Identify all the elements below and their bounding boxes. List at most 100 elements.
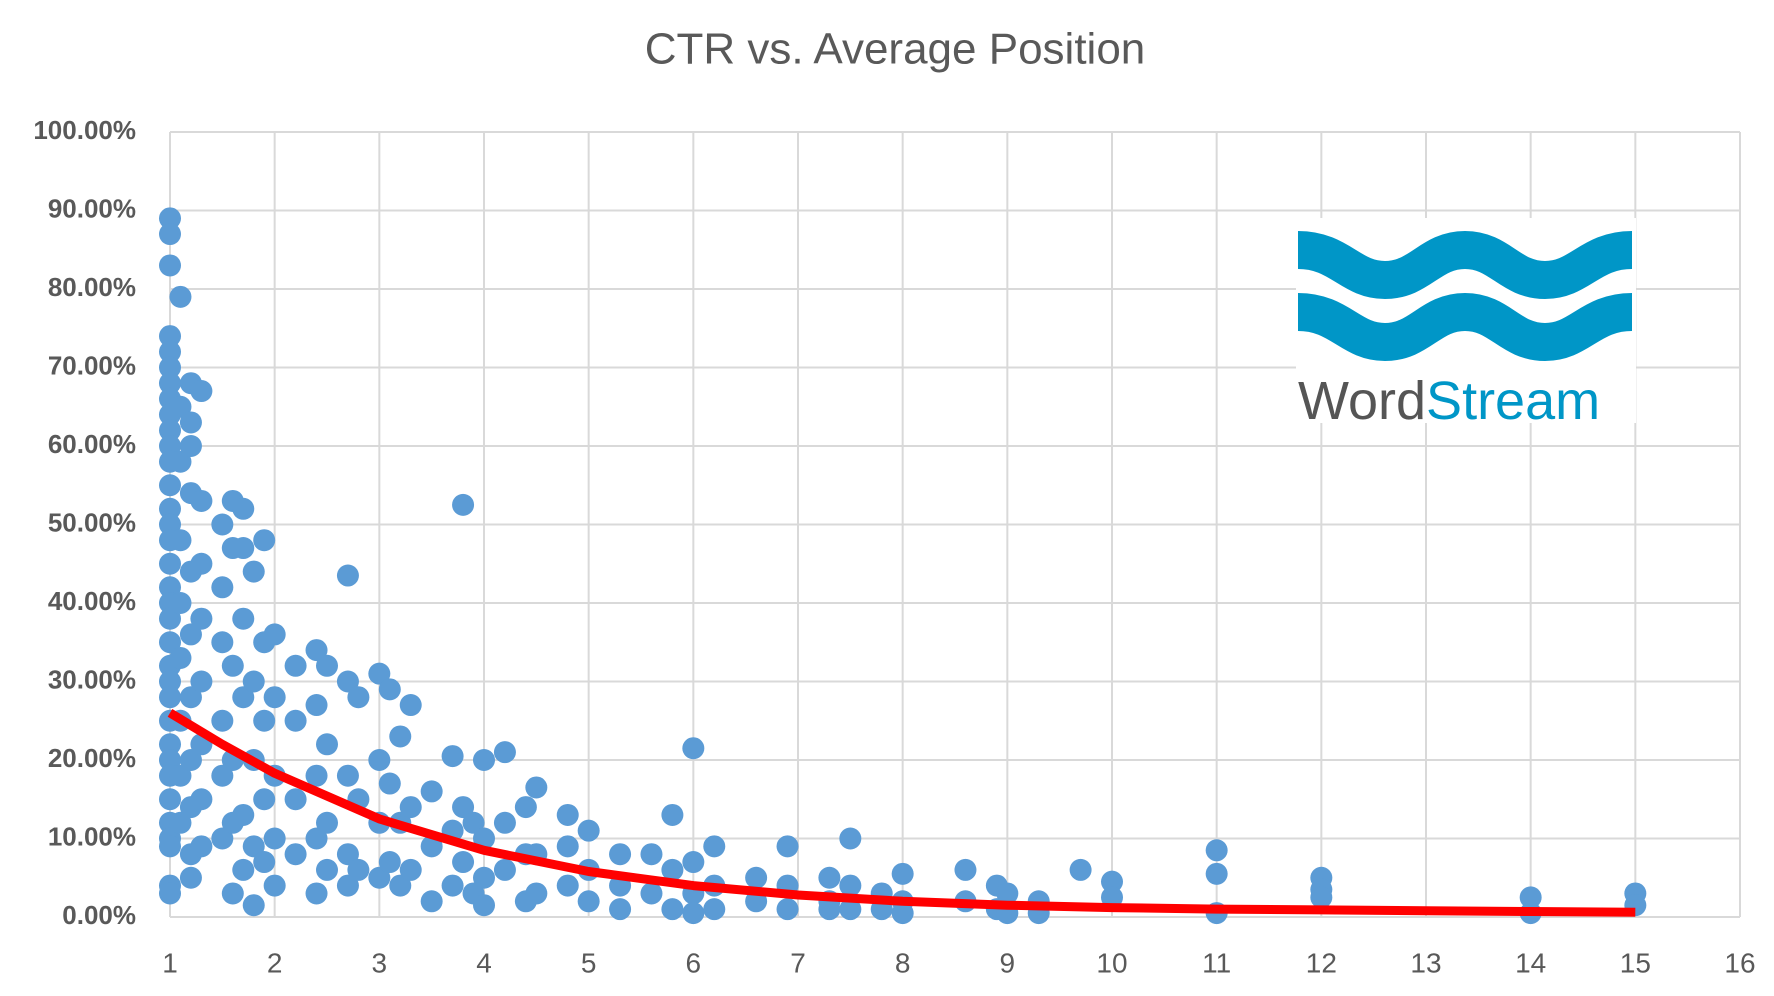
point xyxy=(242,670,265,693)
point xyxy=(839,874,862,897)
x-tick-label: 7 xyxy=(790,947,806,978)
point xyxy=(703,835,726,858)
point xyxy=(159,749,181,771)
point xyxy=(305,694,328,717)
point xyxy=(159,513,181,536)
point xyxy=(316,654,338,677)
point xyxy=(378,851,401,874)
point xyxy=(232,686,255,709)
point xyxy=(232,803,255,826)
y-tick-label: 40.00% xyxy=(48,586,136,616)
point xyxy=(336,874,359,897)
point xyxy=(159,474,181,497)
logo-word: Word xyxy=(1298,371,1426,431)
point xyxy=(232,858,255,881)
point xyxy=(1101,870,1123,893)
y-tick-label: 20.00% xyxy=(48,743,136,773)
point xyxy=(336,670,359,693)
point xyxy=(473,749,495,771)
point xyxy=(169,285,192,308)
point xyxy=(316,858,338,881)
point xyxy=(682,851,705,874)
point xyxy=(159,788,181,811)
point xyxy=(661,898,684,921)
point xyxy=(336,764,359,787)
point xyxy=(316,811,338,834)
point xyxy=(159,325,181,348)
point xyxy=(232,607,255,630)
plot-area xyxy=(159,207,1647,925)
point xyxy=(169,811,192,834)
point xyxy=(954,858,977,881)
point xyxy=(159,356,181,379)
point xyxy=(284,709,307,732)
point xyxy=(368,662,391,685)
point xyxy=(347,686,370,709)
point xyxy=(305,764,328,787)
point xyxy=(839,898,862,921)
point xyxy=(452,796,475,819)
point xyxy=(211,576,234,599)
point xyxy=(389,874,412,897)
point xyxy=(661,858,684,881)
y-tick-label: 10.00% xyxy=(48,821,136,851)
point xyxy=(891,902,914,925)
point xyxy=(190,788,213,811)
point xyxy=(577,819,600,842)
point xyxy=(473,894,495,917)
point xyxy=(514,796,537,819)
point xyxy=(211,827,234,850)
point xyxy=(399,694,422,717)
point xyxy=(179,686,202,709)
y-tick-label: 90.00% xyxy=(48,193,136,223)
point xyxy=(609,898,632,921)
point xyxy=(179,623,202,646)
point xyxy=(159,835,181,858)
point xyxy=(399,796,422,819)
point xyxy=(1101,886,1123,909)
point xyxy=(556,874,579,897)
point xyxy=(263,827,286,850)
point xyxy=(420,890,443,913)
point xyxy=(378,678,401,701)
x-tick-label: 16 xyxy=(1724,947,1755,978)
point xyxy=(452,493,475,516)
point xyxy=(305,827,328,850)
x-tick-label: 13 xyxy=(1410,947,1441,978)
point xyxy=(232,537,255,560)
point xyxy=(776,898,799,921)
point xyxy=(336,843,359,866)
point xyxy=(493,741,516,764)
point xyxy=(159,340,181,363)
point xyxy=(211,513,234,536)
logo-stream: Stream xyxy=(1426,371,1600,431)
point xyxy=(159,576,181,599)
point xyxy=(577,890,600,913)
point xyxy=(179,866,202,889)
logo: WordStream xyxy=(1296,218,1636,431)
point xyxy=(996,882,1019,905)
x-tick-label: 8 xyxy=(895,947,911,978)
point xyxy=(159,607,181,630)
point xyxy=(263,623,286,646)
logo-text: WordStream xyxy=(1298,371,1600,431)
point xyxy=(682,902,705,925)
point xyxy=(190,607,213,630)
point xyxy=(682,737,705,760)
point xyxy=(169,450,192,473)
point xyxy=(305,639,328,662)
x-tick-label: 5 xyxy=(581,947,597,978)
x-tick-label: 3 xyxy=(372,947,388,978)
point xyxy=(316,733,338,756)
point xyxy=(211,709,234,732)
x-tick-label: 9 xyxy=(1000,947,1016,978)
point xyxy=(368,749,391,771)
x-tick-label: 1 xyxy=(162,947,178,978)
point xyxy=(159,733,181,756)
point xyxy=(745,866,768,889)
point xyxy=(211,631,234,654)
point xyxy=(525,776,548,799)
point xyxy=(284,654,307,677)
x-tick-label: 4 xyxy=(476,947,492,978)
